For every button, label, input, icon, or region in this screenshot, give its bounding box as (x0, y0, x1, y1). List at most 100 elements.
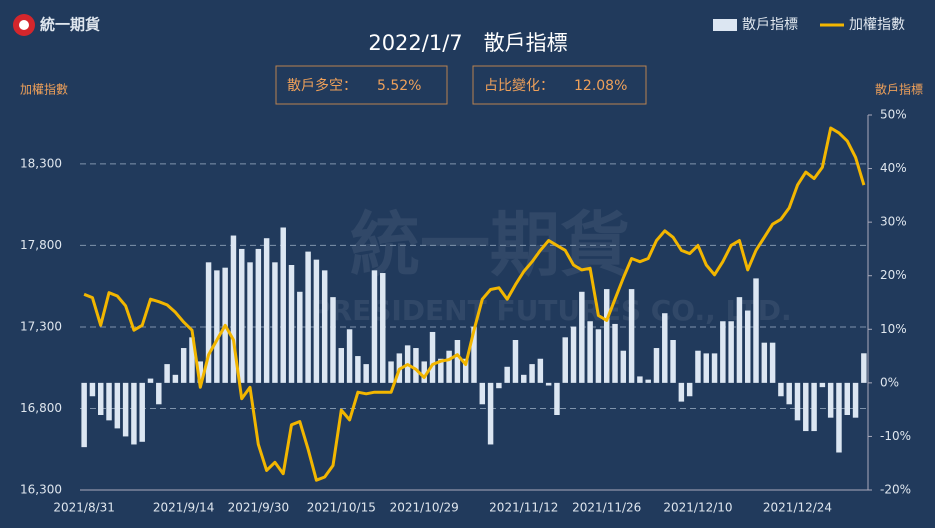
bar (371, 270, 378, 383)
bar (462, 358, 469, 383)
bar (836, 382, 842, 453)
annotation-box (275, 65, 448, 105)
bar (512, 340, 519, 383)
bar (255, 248, 262, 383)
bar (678, 382, 685, 402)
bar (346, 329, 353, 383)
bar (529, 364, 535, 383)
bar (761, 342, 768, 383)
bar (587, 321, 593, 383)
x-tick-label: 2021/10/29 (390, 501, 459, 515)
bar (728, 321, 734, 383)
bar (131, 382, 137, 445)
bar (819, 382, 826, 388)
bar (778, 382, 784, 397)
y2-tick-label: 50% (880, 108, 907, 122)
y2-tick-label: 40% (880, 161, 907, 175)
x-tick-label: 2021/8/31 (53, 501, 115, 515)
bar (272, 262, 278, 383)
x-tick-label: 2021/9/14 (153, 501, 215, 515)
y2-tick-label: 20% (880, 268, 907, 282)
bar (686, 382, 693, 397)
bar (197, 361, 204, 383)
bar (811, 382, 817, 432)
bar (645, 379, 651, 383)
bar (487, 382, 494, 445)
bar (230, 235, 237, 383)
bar (189, 337, 195, 383)
bar (454, 340, 461, 383)
bar (313, 259, 320, 383)
bar (280, 227, 286, 383)
bar (97, 382, 104, 415)
bar (603, 289, 610, 383)
legend-swatch (713, 19, 737, 31)
bar (827, 382, 834, 418)
logo-mark-inner (19, 20, 29, 30)
bar (753, 278, 759, 383)
bar (288, 265, 295, 383)
bar (769, 342, 776, 383)
y-axis-title: 加權指數 (20, 82, 68, 97)
bar (446, 350, 452, 383)
bar (438, 358, 444, 383)
bar (81, 382, 87, 448)
bar (139, 382, 145, 442)
bar (562, 337, 568, 383)
y2-tick-label: -10% (880, 429, 911, 443)
bar (479, 382, 486, 405)
bar (321, 270, 328, 383)
x-tick-label: 2021/10/15 (307, 501, 376, 515)
bar (537, 358, 544, 383)
bar (662, 313, 668, 383)
watermark: PRESIDENT FUTURES CO., LTD. (310, 294, 792, 327)
logo: 統一期貨 (40, 16, 100, 34)
bar (156, 382, 162, 405)
annotation-box (472, 65, 647, 105)
x-tick-label: 2021/12/24 (763, 501, 832, 515)
chart-title: 2022/1/7 散戶指標 (368, 31, 567, 55)
legend-label: 散戶指標 (742, 17, 798, 33)
y2-tick-label: 30% (880, 215, 907, 229)
bar (180, 348, 187, 383)
bar (413, 348, 419, 383)
bar (720, 321, 726, 383)
bar (637, 376, 643, 383)
annotation-value: 5.52% (377, 78, 421, 94)
y-tick-label: 17,300 (20, 319, 62, 333)
bar (744, 310, 751, 383)
annotation-value: 12.08% (574, 78, 627, 94)
bar (214, 270, 220, 383)
bar (122, 382, 129, 437)
bar (164, 364, 170, 383)
y2-axis-title: 散戶指標 (875, 82, 923, 97)
bar (106, 382, 112, 421)
bar (380, 273, 386, 383)
bar (263, 238, 270, 383)
annotation-label: 占比變化： (484, 78, 554, 94)
y2-tick-label: 0% (880, 375, 899, 389)
line (83, 126, 866, 482)
bar (545, 382, 552, 386)
bar (247, 262, 253, 383)
bar (89, 382, 96, 397)
bar (330, 297, 336, 383)
bar (297, 291, 303, 383)
bar (794, 382, 801, 421)
x-tick-label: 2021/9/30 (228, 501, 290, 515)
annotation-label: 散戶多空： (287, 77, 357, 94)
bar (803, 382, 809, 432)
bar (628, 289, 635, 383)
bar (388, 361, 394, 383)
bar (653, 348, 660, 383)
bar (554, 382, 560, 415)
bar (363, 364, 369, 383)
x-tick-label: 2021/11/12 (489, 501, 558, 515)
x-tick-label: 2021/12/10 (663, 501, 732, 515)
bar (612, 323, 618, 383)
bar (429, 331, 436, 383)
bar (471, 326, 477, 383)
bar (504, 366, 510, 383)
